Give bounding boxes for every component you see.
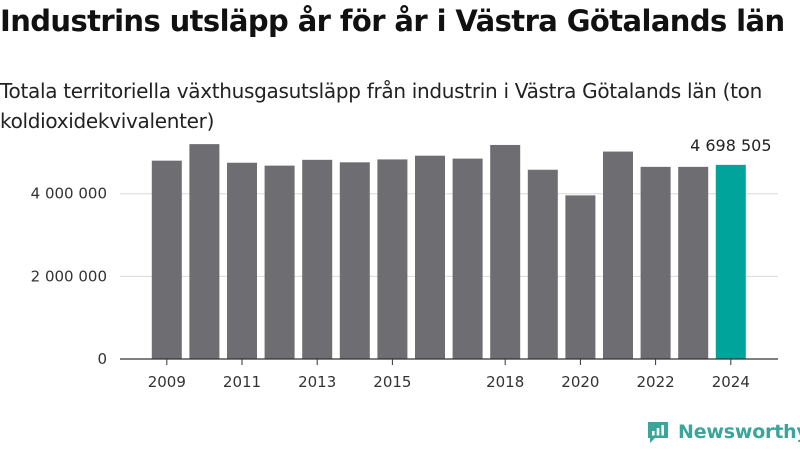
bar-chart: 0 2 000 000 4 000 000 4 698 505 2009 2011 2013… [31,136,778,391]
chart-title: Industrins utsläpp år för år i Västra Gö… [0,4,785,38]
y-tick-label: 2 000 000 [31,267,107,285]
bars [151,144,746,359]
labels: 0 2 000 000 4 000 000 4 698 505 2009 2011 2013… [31,136,772,391]
bar-2009 [151,160,182,359]
bar-2018 [490,144,521,359]
newsworthy-brand: Newsworthy [646,420,800,444]
bar-2023 [678,166,709,359]
x-tick-label-2011: 2011 [223,373,261,391]
bar-2010 [189,144,220,359]
bar-2016 [415,155,445,359]
bar-2013 [302,159,333,359]
x-axis [120,358,778,365]
y-tick-label: 4 000 000 [31,185,107,203]
chart-subtitle: Totala territoriella växthusgasutsläpp f… [0,79,762,133]
bar-2014 [339,162,370,359]
bar-2011 [227,162,257,359]
brand-name: Newsworthy [678,421,800,443]
bar-2024 [715,164,746,359]
bar-2022 [640,166,671,359]
x-tick-label-2018: 2018 [486,373,524,391]
bar-2020 [565,195,596,359]
bar-2019 [527,169,558,359]
bar-2012 [264,165,295,359]
bar-2015 [377,159,408,359]
x-tick-label-2015: 2015 [373,373,411,391]
x-tick-label-2009: 2009 [148,373,186,391]
x-tick-label-2024: 2024 [712,373,750,391]
newsworthy-logo-icon [648,422,668,443]
x-tick-label-2022: 2022 [637,373,675,391]
y-tick-label: 0 [97,350,107,368]
bar-2017 [452,158,483,359]
x-tick-label-2013: 2013 [298,373,336,391]
value-label-2024: 4 698 505 [690,136,771,155]
x-tick-label-2020: 2020 [561,373,599,391]
bar-2021 [603,151,633,359]
